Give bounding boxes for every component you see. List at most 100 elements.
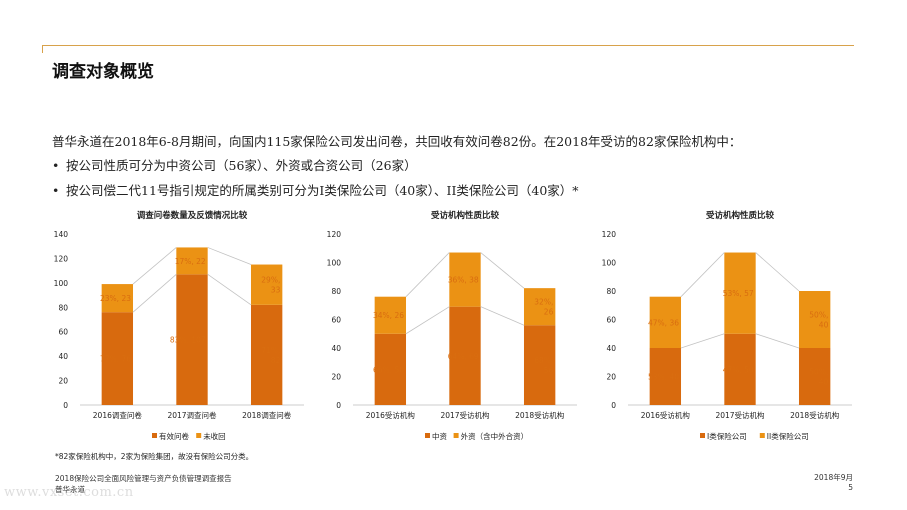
y-tick-label: 0 bbox=[611, 401, 616, 410]
intro-text: 普华永道在2018年6-8月期间，向国内115家保险公司发出问卷，共回收有效问卷… bbox=[52, 134, 742, 149]
footnote: *82家保险机构中，2家为保险集团，故没有保险公司分类。 bbox=[55, 452, 254, 461]
y-tick-label: 80 bbox=[606, 287, 616, 296]
legend-swatch bbox=[196, 433, 202, 438]
x-tick-label: 2018受访机构 bbox=[515, 410, 565, 420]
chart-questionnaire-feedback: 调查问卷数量及反馈情况比较 0 20 40 60 80 100 120 140 2016调查问卷 2… bbox=[42, 205, 312, 450]
bar-II类保险公司 bbox=[724, 252, 756, 334]
bar-II类保险公司 bbox=[798, 291, 831, 348]
data-label-未收回: 29%, 33 bbox=[261, 276, 280, 295]
y-tick-label: 80 bbox=[331, 287, 341, 296]
legend-swatch bbox=[425, 433, 430, 438]
x-tick-label: 2016调查问卷 bbox=[93, 410, 143, 420]
y-tick-label: 100 bbox=[54, 279, 69, 288]
connector-line bbox=[755, 252, 800, 292]
x-tick-label: 2016受访机构 bbox=[366, 410, 416, 420]
page-title: 调查对象概览 bbox=[52, 62, 154, 82]
data-label-I类保险公司: 50%, 40 bbox=[809, 368, 828, 387]
connector-line bbox=[132, 247, 177, 285]
y-tick-label: 100 bbox=[602, 259, 617, 268]
connector-line bbox=[405, 252, 450, 297]
legend-swatch bbox=[453, 433, 459, 438]
chart-institution-category: 受访机构性质比较 0 20 40 60 80 100 120 2016受访机构 2017受访机构 2… bbox=[590, 205, 860, 450]
x-tick-label: 2018受访机构 bbox=[790, 410, 840, 420]
x-tick-label: 2017调查问卷 bbox=[167, 410, 217, 420]
bar-中资 bbox=[449, 306, 481, 405]
footer-report-title: 2018保险公司全面风险管理与资产负债管理调查报告 bbox=[55, 474, 232, 483]
bar-外资（含中外合资） bbox=[374, 296, 407, 334]
connector-line bbox=[207, 273, 252, 306]
x-tick-label: 2018调查问卷 bbox=[242, 410, 292, 420]
y-tick-label: 40 bbox=[331, 344, 341, 353]
bar-未收回 bbox=[176, 247, 208, 275]
bar-中资 bbox=[374, 333, 407, 405]
legend-label: 有效问卷 bbox=[159, 431, 189, 441]
x-tick-label: 2017受访机构 bbox=[715, 410, 765, 420]
y-tick-label: 120 bbox=[327, 230, 342, 239]
y-tick-label: 140 bbox=[54, 230, 69, 239]
data-label-外资（含中外合资）: 32%, 26 bbox=[534, 298, 553, 317]
connector-line bbox=[480, 252, 525, 289]
data-label-有效问卷: 83%, 107 bbox=[170, 336, 206, 345]
y-tick-label: 120 bbox=[54, 254, 69, 263]
bar-II类保险公司 bbox=[649, 296, 682, 348]
data-label-未收回: 17%, 22 bbox=[175, 257, 206, 266]
y-tick-label: 0 bbox=[63, 401, 68, 410]
bar-I类保险公司 bbox=[649, 348, 682, 405]
bar-未收回 bbox=[101, 284, 134, 313]
legend-swatch bbox=[152, 433, 157, 438]
bullet-company-category: • 按公司偿二代11号指引规定的所属类别可分为I类保险公司（40家）、II类保险公… bbox=[52, 180, 579, 199]
bullet-company-nature: • 按公司性质可分为中资公司（56家）、外资或合资公司（26家） bbox=[52, 155, 417, 174]
bar-有效问卷 bbox=[101, 312, 134, 405]
data-label-有效问卷: 71%, 82 bbox=[261, 346, 280, 365]
top-rule-tick bbox=[42, 45, 43, 53]
connector-line bbox=[755, 333, 800, 349]
page-number: 5 bbox=[848, 483, 853, 492]
y-tick-label: 120 bbox=[602, 230, 617, 239]
chart-svg: 受访机构性质比较 0 20 40 60 80 100 120 2016受访机构 2017受访机构 2… bbox=[327, 210, 577, 441]
legend-label: 中资 bbox=[432, 431, 447, 441]
chart-title: 受访机构性质比较 bbox=[706, 210, 775, 221]
y-tick-label: 20 bbox=[58, 377, 68, 386]
bar-外资（含中外合资） bbox=[449, 252, 481, 307]
data-label-有效问卷: 77%, 76 bbox=[100, 355, 131, 364]
bullet-text: 按公司性质可分为中资公司（56家）、外资或合资公司（26家） bbox=[66, 158, 417, 173]
connector-line bbox=[132, 274, 177, 313]
bar-有效问卷 bbox=[250, 304, 283, 405]
data-label-中资: 66%, 50 bbox=[373, 365, 404, 374]
legend-label: I类保险公司 bbox=[707, 431, 747, 441]
data-label-II类保险公司: 50%, 40 bbox=[809, 311, 828, 330]
legend-swatch bbox=[700, 433, 705, 438]
bar-I类保险公司 bbox=[724, 333, 756, 405]
data-label-外资（含中外合资）: 36%, 38 bbox=[448, 276, 479, 285]
bar-未收回 bbox=[250, 264, 283, 305]
connector-line bbox=[207, 247, 252, 265]
chart-svg: 受访机构性质比较 0 20 40 60 80 100 120 2016受访机构 2017受访机构 2… bbox=[602, 210, 852, 441]
y-tick-label: 20 bbox=[331, 373, 341, 382]
bar-I类保险公司 bbox=[798, 348, 831, 405]
legend-label: 外资（含中外合资） bbox=[461, 431, 528, 441]
y-tick-label: 60 bbox=[331, 316, 341, 325]
data-label-中资: 64%, 69 bbox=[448, 352, 479, 361]
data-label-I类保险公司: 53%, 40 bbox=[648, 373, 679, 382]
y-tick-label: 40 bbox=[606, 344, 616, 353]
legend-swatch bbox=[759, 433, 765, 438]
y-tick-label: 60 bbox=[606, 316, 616, 325]
chart-title: 受访机构性质比较 bbox=[431, 210, 500, 221]
chart-institution-nature: 受访机构性质比较 0 20 40 60 80 100 120 2016受访机构 2017受访机构 2… bbox=[315, 205, 585, 450]
y-tick-label: 80 bbox=[58, 303, 68, 312]
bar-有效问卷 bbox=[176, 274, 208, 405]
y-tick-label: 0 bbox=[336, 401, 341, 410]
chart-svg: 调查问卷数量及反馈情况比较 0 20 40 60 80 100 120 140 2016调查问卷 2… bbox=[54, 210, 304, 441]
x-tick-label: 2017受访机构 bbox=[440, 410, 490, 420]
connector-line bbox=[405, 306, 450, 335]
footer-date: 2018年9月 bbox=[814, 473, 853, 482]
bullet-symbol: • bbox=[52, 183, 60, 198]
legend-label: 未收回 bbox=[203, 431, 226, 441]
y-tick-label: 60 bbox=[58, 328, 68, 337]
y-tick-label: 100 bbox=[327, 259, 342, 268]
connector-line bbox=[480, 306, 525, 326]
bar-外资（含中外合资） bbox=[523, 288, 556, 326]
bullet-symbol: • bbox=[52, 158, 60, 173]
bar-中资 bbox=[523, 325, 556, 405]
x-tick-label: 2016受访机构 bbox=[641, 410, 691, 420]
